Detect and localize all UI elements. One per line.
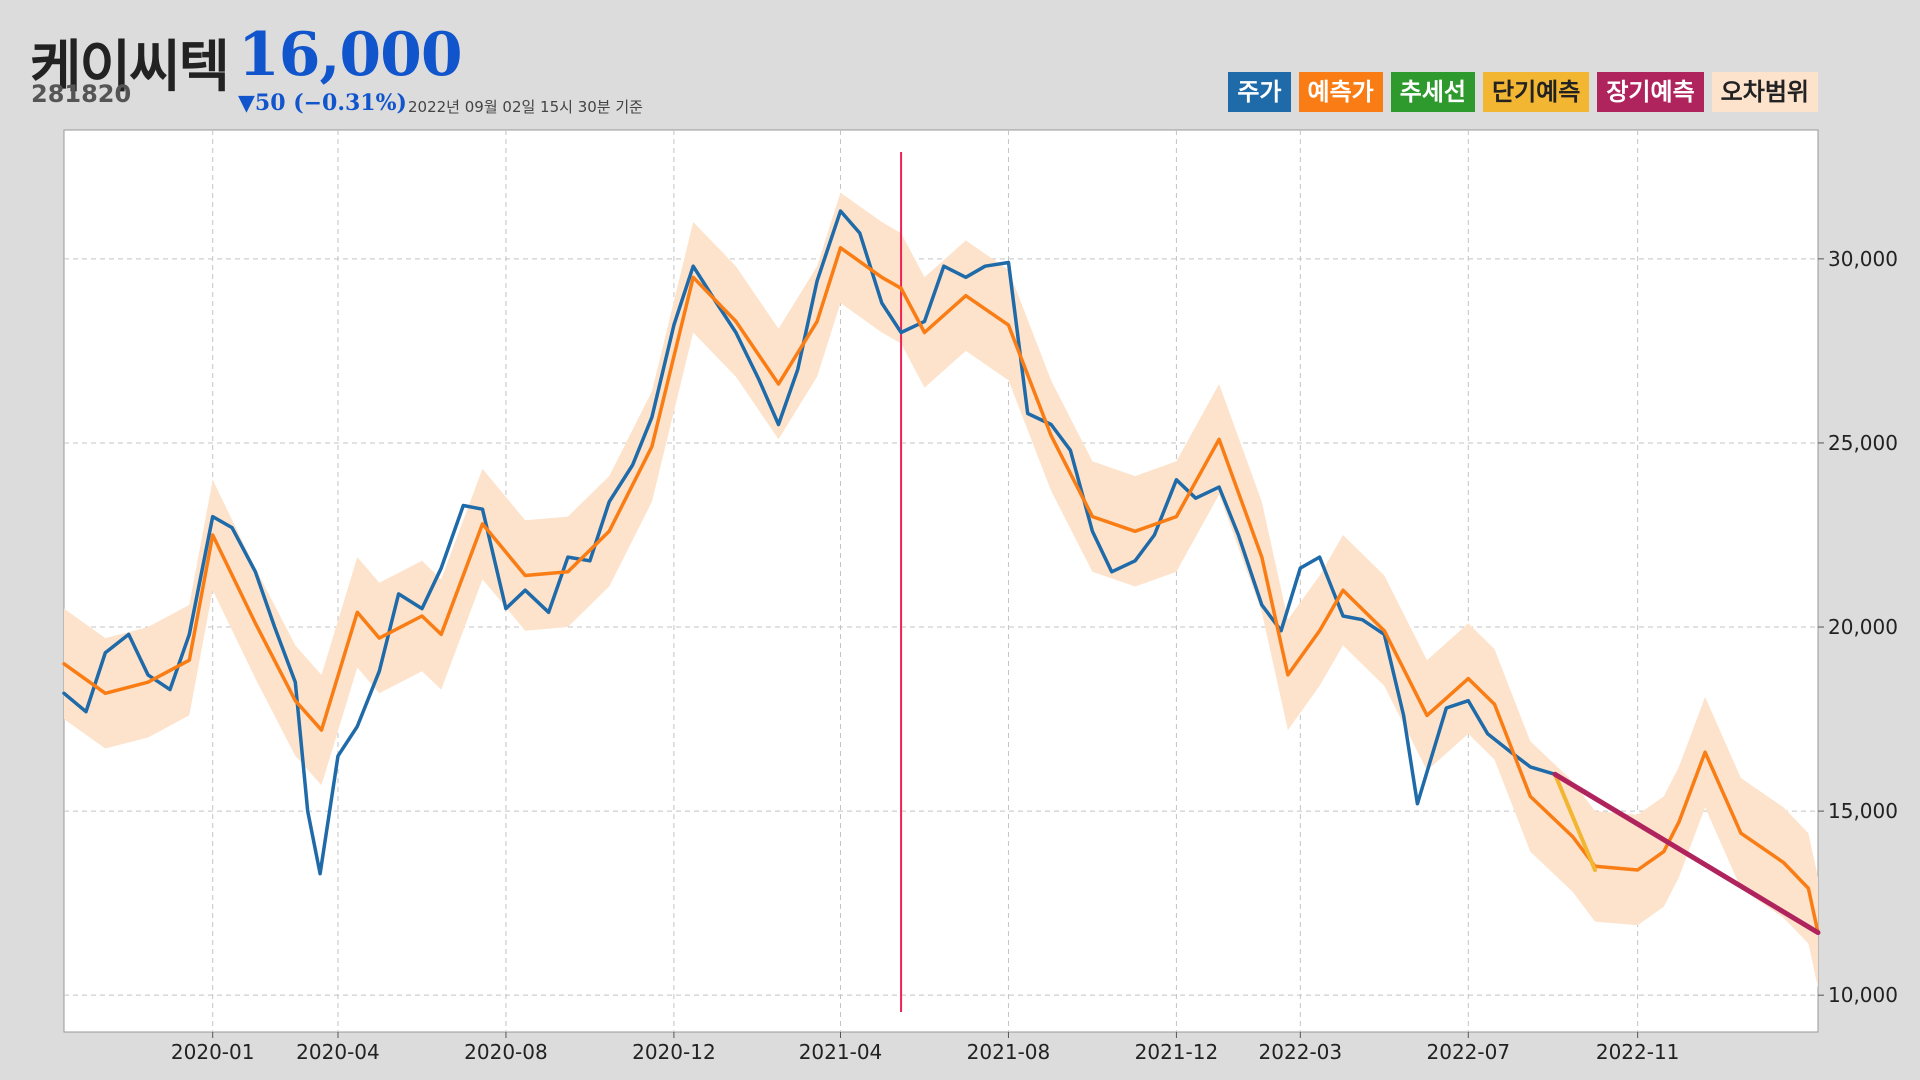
- x-tick-label: 2021-04: [799, 1040, 883, 1064]
- stock-code: 281820: [31, 80, 132, 108]
- current-price: 16,000: [238, 20, 463, 90]
- error-band-layer: [64, 192, 1818, 988]
- y-axis-ticks: 10,000 15,000 20,000 25,000 30,000: [1818, 247, 1898, 1007]
- error-band: [64, 192, 1818, 988]
- legend-item: 주가: [1228, 72, 1291, 112]
- legend-item: 오차범위: [1711, 72, 1818, 112]
- x-axis-ticks: 2020-01 2020-04 2020-08 2020-12 2021-04 2021-…: [171, 1032, 1680, 1064]
- x-tick-label: 2022-03: [1259, 1040, 1343, 1064]
- y-tick-label: 10,000: [1828, 983, 1898, 1007]
- header: 케이씨텍 281820 16,000 ▼50 (−0.31%) 2022년 09…: [0, 0, 1920, 128]
- x-tick-label: 2020-12: [632, 1040, 716, 1064]
- series-layer: [62, 209, 1821, 936]
- x-tick-label: 2022-11: [1596, 1040, 1680, 1064]
- timestamp: 2022년 09월 02일 15시 30분 기준: [408, 98, 643, 116]
- legend-item: 추세선: [1390, 72, 1476, 112]
- legend: 주가 예측가 추세선 단기예측 장기예측 오차범위: [1228, 72, 1818, 112]
- x-tick-label: 2020-04: [296, 1040, 380, 1064]
- y-tick-label: 20,000: [1828, 615, 1898, 639]
- stock-name: 케이씨텍: [30, 35, 230, 100]
- price-change: ▼50 (−0.31%): [238, 90, 407, 116]
- series-line: [1553, 772, 1597, 872]
- x-tick-label: 2020-01: [171, 1040, 255, 1064]
- legend-item: 단기예측: [1483, 72, 1590, 112]
- y-tick-label: 15,000: [1828, 799, 1898, 823]
- x-tick-label: 2022-07: [1427, 1040, 1511, 1064]
- x-tick-label: 2020-08: [464, 1040, 548, 1064]
- y-tick-label: 25,000: [1828, 431, 1898, 455]
- series-line: [62, 209, 1557, 876]
- series-line: [1552, 771, 1821, 936]
- legend-item: 장기예측: [1597, 72, 1704, 112]
- legend-item: 예측가: [1298, 72, 1383, 112]
- x-tick-label: 2021-12: [1135, 1040, 1219, 1064]
- x-tick-label: 2021-08: [967, 1040, 1051, 1064]
- y-tick-label: 30,000: [1828, 247, 1898, 271]
